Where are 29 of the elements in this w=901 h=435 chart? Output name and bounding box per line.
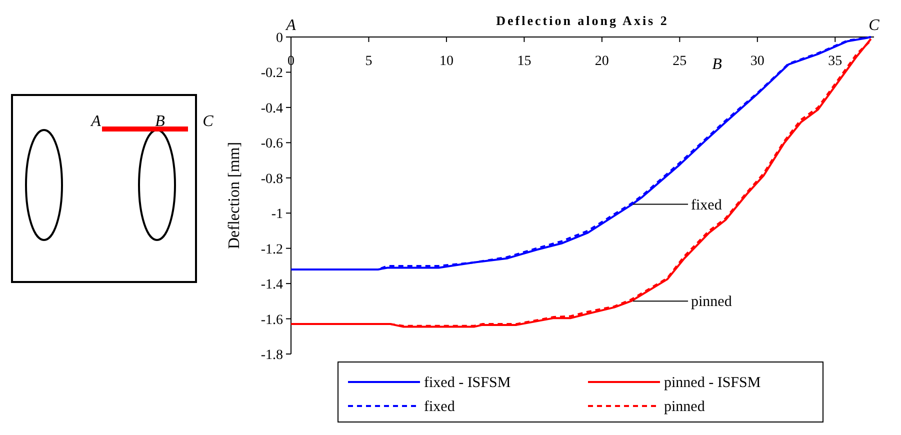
- y-axis-title: Deflection [mm]: [226, 142, 243, 250]
- x-tick-label: 5: [365, 54, 372, 69]
- x-tick-label: 20: [594, 54, 609, 69]
- x-tick-label: 35: [828, 54, 842, 69]
- x-tick-label: 30: [750, 54, 764, 69]
- legend-label: fixed - ISFSM: [424, 375, 511, 391]
- text: A: [285, 17, 296, 34]
- legend-label: pinned - ISFSM: [664, 375, 761, 391]
- legend-label: fixed: [424, 399, 456, 415]
- y-tick-label: -0.8: [260, 172, 283, 187]
- y-tick-label: -1.2: [260, 242, 283, 258]
- y-tick-label: -0.6: [260, 136, 283, 152]
- chart-title: Deflection along Axis 2: [496, 13, 669, 28]
- x-tick-label: 10: [439, 54, 454, 69]
- y-tick-label: -1: [271, 207, 283, 222]
- text: C: [868, 17, 880, 34]
- x-tick-label: 25: [672, 54, 687, 69]
- annotation: B: [712, 56, 722, 73]
- plate-diagram: A B C: [11, 94, 214, 283]
- y-tick-label: -1.6: [260, 312, 283, 328]
- y-tick-label: 0: [276, 31, 283, 46]
- annotation: fixed: [691, 197, 722, 214]
- y-tick-label: -1.4: [260, 278, 283, 293]
- y-tick-label: -1.8: [260, 348, 283, 363]
- y-tick-label: -0.2: [260, 66, 283, 82]
- legend-label: pinned: [664, 399, 706, 415]
- annotation: pinned: [691, 294, 732, 310]
- x-tick-label: 15: [517, 54, 532, 69]
- y-tick-label: -0.4: [260, 101, 283, 116]
